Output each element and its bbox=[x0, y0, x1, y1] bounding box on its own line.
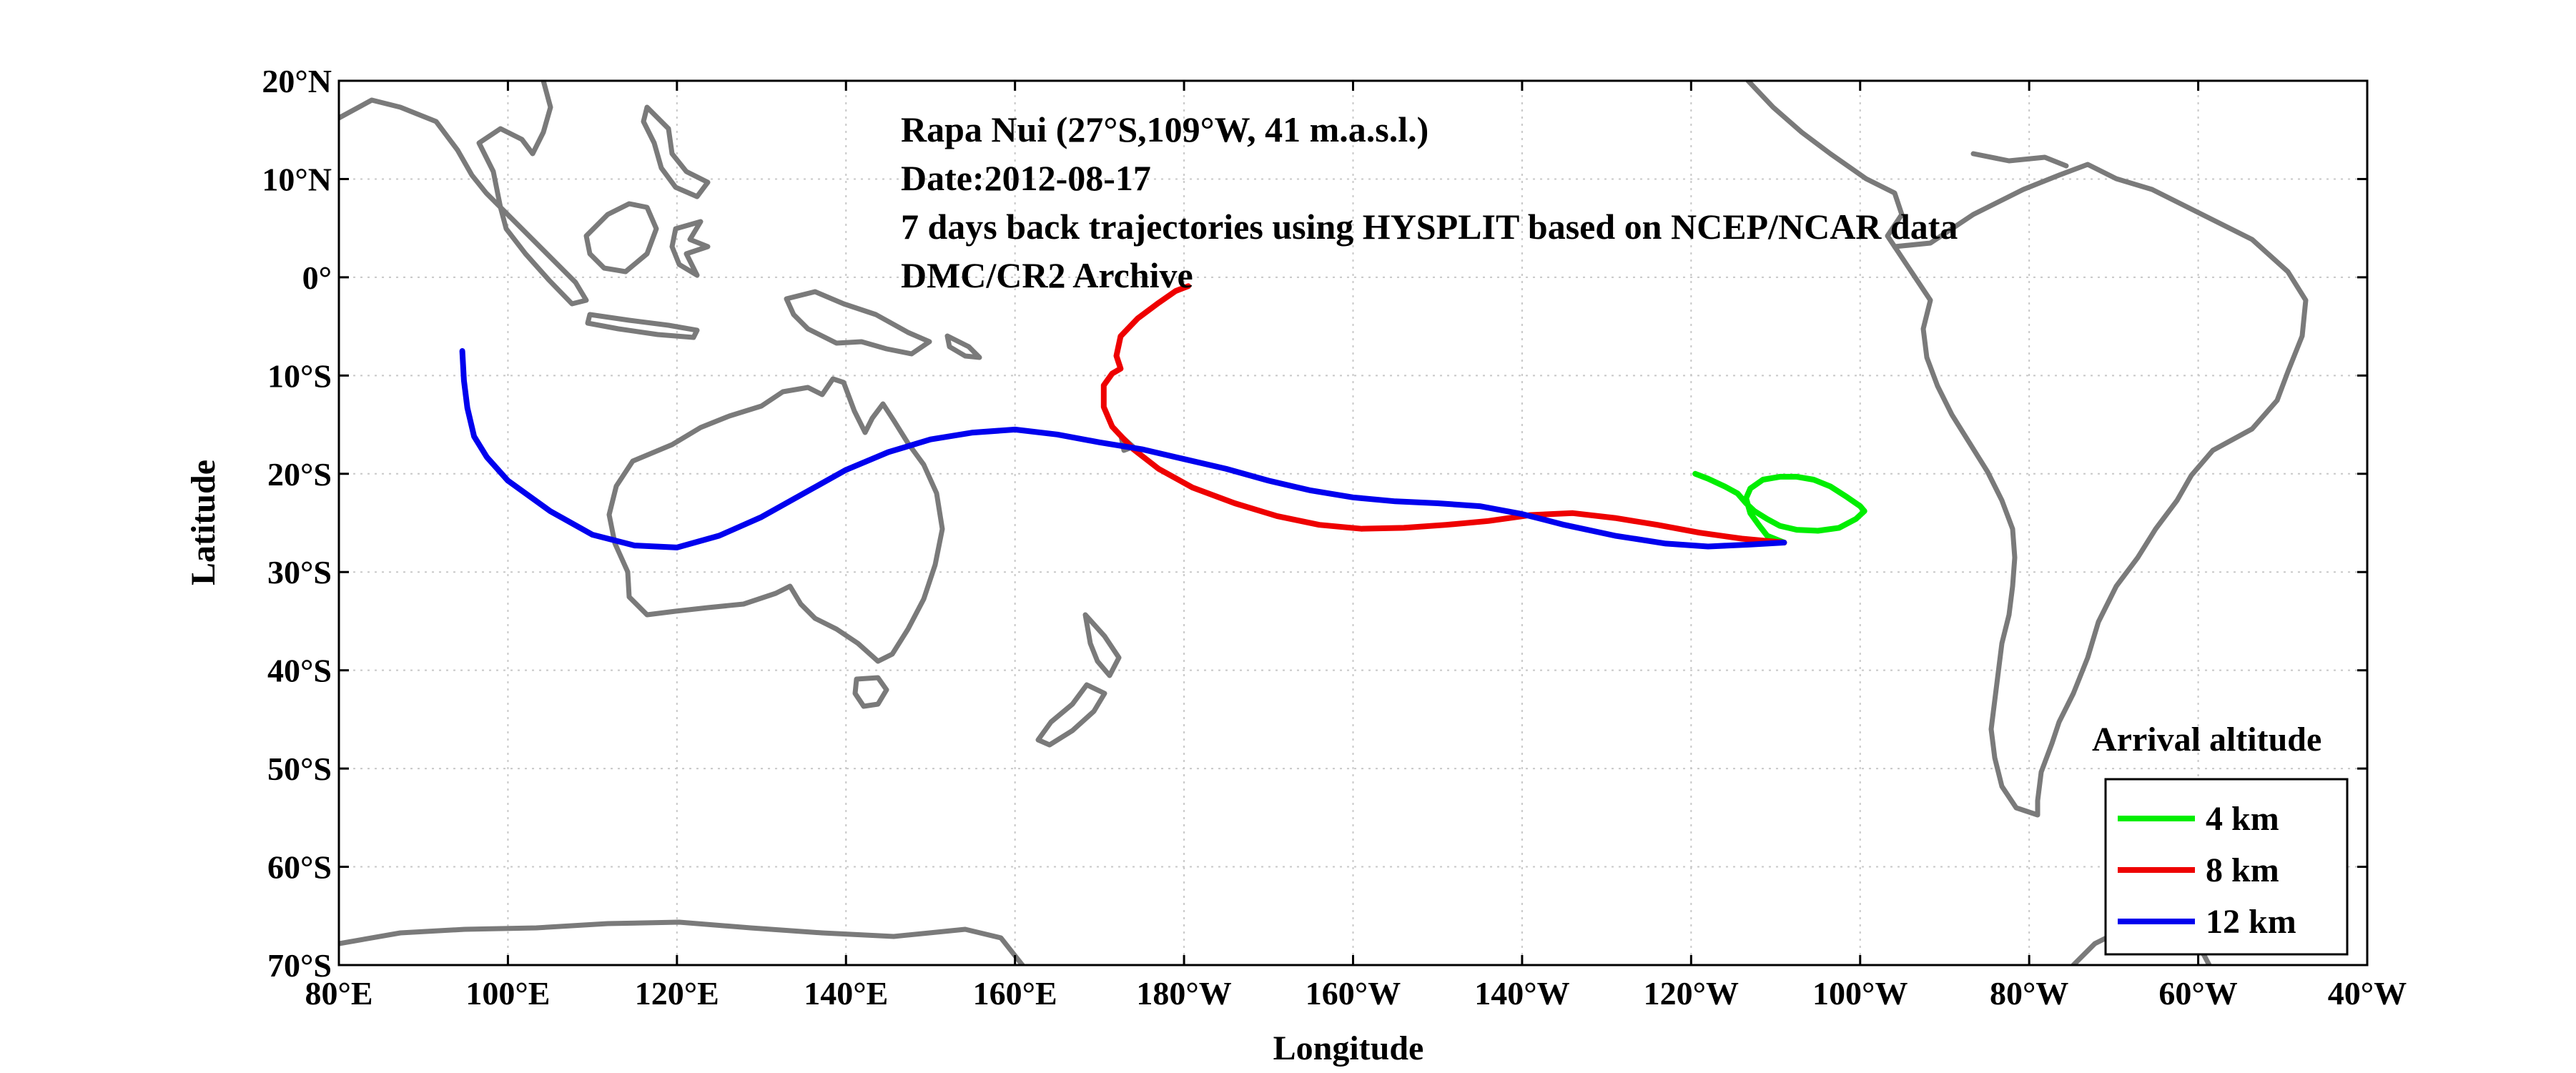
x-tick-label-8: 120°W bbox=[1644, 975, 1739, 1012]
trajectory-lines bbox=[459, 283, 1867, 550]
x-axis-label: Longitude bbox=[1273, 1029, 1424, 1067]
new-zealand-north-coastline bbox=[1082, 612, 1122, 678]
y-tick-label-5: 30°S bbox=[267, 554, 332, 590]
tasmania-coastline bbox=[852, 675, 889, 709]
java-coastline bbox=[585, 312, 700, 340]
y-tick-label-4: 20°S bbox=[267, 456, 332, 493]
grid-lines bbox=[339, 81, 2367, 965]
x-tick-label-12: 40°W bbox=[2328, 975, 2407, 1012]
annotation-line-2: Date:2012-08-17 bbox=[901, 158, 1151, 198]
annotation-line-1: Rapa Nui (27°S,109°W, 41 m.a.s.l.) bbox=[901, 109, 1428, 149]
y-tick-label-2: 0° bbox=[302, 259, 332, 296]
x-tick-label-2: 120°E bbox=[635, 975, 719, 1012]
y-tick-label-0: 20°N bbox=[262, 63, 332, 99]
legend-box: 4 km 8 km 12 km bbox=[2104, 778, 2349, 956]
x-tick-label-4: 160°E bbox=[973, 975, 1057, 1012]
trajectory-4-km bbox=[1692, 470, 1867, 545]
sulawesi-coastline bbox=[669, 219, 711, 278]
x-tick-label-3: 140°E bbox=[804, 975, 888, 1012]
x-tick-label-9: 100°W bbox=[1812, 975, 1908, 1012]
new-guinea-coastline bbox=[784, 289, 932, 357]
x-tick-label-0: 80°E bbox=[305, 975, 372, 1012]
y-tick-label-7: 50°S bbox=[267, 751, 332, 787]
annotation-line-3: 7 days back trajectories using HYSPLIT b… bbox=[901, 207, 1958, 247]
sumatra-coastline bbox=[498, 204, 589, 307]
caribbean-coastline bbox=[1970, 151, 2069, 169]
x-tick-label-10: 80°W bbox=[1990, 975, 2068, 1012]
x-tick-label-7: 140°W bbox=[1474, 975, 1569, 1012]
legend-label-4-km: 4 km bbox=[2206, 800, 2279, 838]
y-tick-label-1: 10°N bbox=[262, 161, 332, 197]
x-tick-label-1: 100°E bbox=[465, 975, 550, 1012]
y-tick-label-8: 60°S bbox=[267, 849, 332, 886]
trajectory-12-km bbox=[459, 348, 1787, 550]
borneo-coastline bbox=[583, 201, 659, 275]
solomon-islands-coastline bbox=[944, 333, 982, 360]
legend-label-12-km: 12 km bbox=[2206, 903, 2296, 941]
coastline-map bbox=[339, 81, 2309, 965]
legend-label-8-km: 8 km bbox=[2206, 851, 2279, 889]
legend-frame bbox=[2104, 778, 2349, 956]
south-america-coastline bbox=[1892, 162, 2309, 818]
trajectory-8-km bbox=[1100, 283, 1787, 545]
new-zealand-south-coastline bbox=[1035, 682, 1107, 748]
central-america-coastline bbox=[1745, 81, 1905, 249]
x-tick-label-5: 180°W bbox=[1136, 975, 1231, 1012]
y-axis-label: Latitude bbox=[184, 460, 222, 585]
axis-ticks: 80°E 100°E 120°E 140°E 160°E 180°W 160°W 140°W 1… bbox=[262, 63, 2407, 1012]
annotation-block: Rapa Nui (27°S,109°W, 41 m.a.s.l.) Date:… bbox=[901, 109, 1958, 295]
australia-coastline bbox=[606, 376, 945, 664]
y-tick-label-3: 10°S bbox=[267, 357, 332, 394]
x-tick-label-11: 60°W bbox=[2158, 975, 2237, 1012]
legend-title: Arrival altitude bbox=[2092, 721, 2321, 758]
y-tick-label-9: 70°S bbox=[267, 947, 332, 984]
antarctica-coastline bbox=[339, 919, 1025, 965]
y-tick-label-6: 40°S bbox=[267, 653, 332, 689]
legend-entries: 4 km 8 km 12 km bbox=[2118, 800, 2296, 941]
philippines-coastline bbox=[641, 104, 711, 199]
annotation-line-4: DMC/CR2 Archive bbox=[901, 255, 1193, 295]
x-tick-label-6: 160°W bbox=[1306, 975, 1401, 1012]
se-asia-coastline bbox=[339, 81, 553, 210]
